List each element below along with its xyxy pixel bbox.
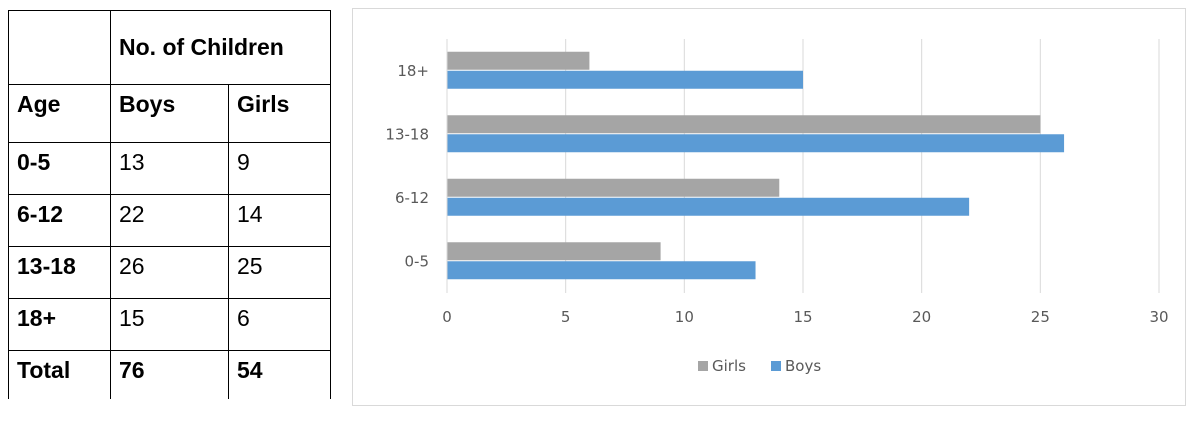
- table-header-row: Age Boys Girls: [8, 84, 331, 143]
- children-table: No. of Children Age Boys Girls 0-5 13 9 …: [8, 10, 331, 399]
- bar-girls: [447, 51, 590, 70]
- table-row: 18+ 15 6: [8, 298, 331, 351]
- table-group-header-row: No. of Children: [8, 10, 331, 85]
- table-row: 0-5 13 9: [8, 142, 331, 195]
- total-boys: 76: [110, 350, 229, 399]
- bar-boys: [447, 197, 970, 216]
- x-tick-label: 5: [561, 308, 571, 326]
- bar-girls: [447, 178, 780, 197]
- y-category-label: 0-5: [405, 252, 430, 270]
- x-tick-label: 10: [675, 308, 694, 326]
- row-boys: 15: [110, 298, 229, 351]
- row-boys: 26: [110, 246, 229, 299]
- row-boys: 13: [110, 142, 229, 195]
- y-category-label: 6-12: [395, 189, 429, 207]
- x-tick-label: 20: [912, 308, 931, 326]
- bar-boys: [447, 261, 756, 280]
- total-girls: 54: [228, 350, 331, 399]
- header-girls: Girls: [228, 84, 331, 143]
- table-row: 13-18 26 25: [8, 246, 331, 299]
- row-age: 13-18: [8, 246, 111, 299]
- row-age: 18+: [8, 298, 111, 351]
- row-age: 6-12: [8, 194, 111, 247]
- table-row: 6-12 22 14: [8, 194, 331, 247]
- bar-girls: [447, 242, 661, 261]
- table-corner-cell: [8, 10, 111, 85]
- bar-boys: [447, 134, 1065, 153]
- y-category-label: 18+: [397, 62, 429, 80]
- x-tick-label: 30: [1149, 308, 1168, 326]
- group-header-cell: No. of Children: [110, 10, 331, 85]
- table-total-row: Total 76 54: [8, 350, 331, 399]
- row-boys: 22: [110, 194, 229, 247]
- y-category-label: 13-18: [385, 125, 429, 143]
- x-tick-label: 25: [1031, 308, 1050, 326]
- row-girls: 25: [228, 246, 331, 299]
- bar-chart-svg: 0 5 10 15 20 25 30 0-5 6-12 13-18 18+ Girls Boys: [385, 39, 1169, 375]
- bar-boys: [447, 70, 803, 89]
- x-tick-label: 15: [793, 308, 812, 326]
- legend-swatch-boys: [771, 361, 781, 371]
- row-age: 0-5: [8, 142, 111, 195]
- row-girls: 9: [228, 142, 331, 195]
- legend-swatch-girls: [698, 361, 708, 371]
- bar-girls: [447, 115, 1041, 134]
- header-boys: Boys: [110, 84, 229, 143]
- header-age: Age: [8, 84, 111, 143]
- legend-label-girls: Girls: [712, 357, 746, 375]
- bar-chart: 0 5 10 15 20 25 30 0-5 6-12 13-18 18+ Girls Boys: [352, 8, 1186, 406]
- x-tick-label: 0: [442, 308, 452, 326]
- legend-label-boys: Boys: [785, 357, 821, 375]
- row-girls: 6: [228, 298, 331, 351]
- row-girls: 14: [228, 194, 331, 247]
- total-label: Total: [8, 350, 111, 399]
